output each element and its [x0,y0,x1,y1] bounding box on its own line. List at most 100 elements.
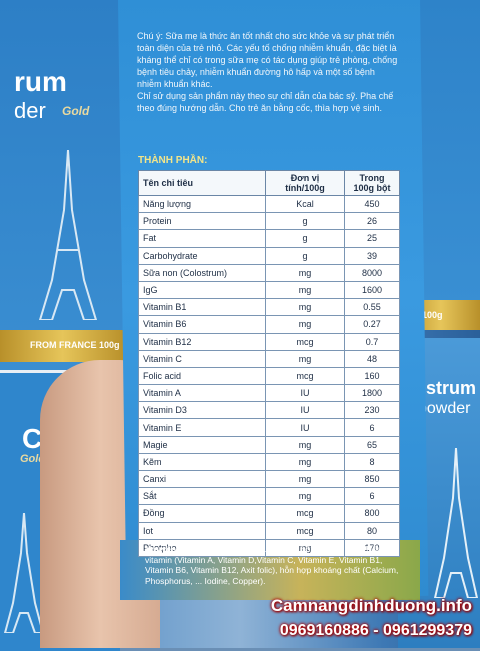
cell-name: Vitamin C [138,349,266,368]
left-bottom-gold: Gold [20,453,46,465]
composition-table: Tên chỉ tiêu Đơn vị tính/100g Trong 100g… [138,170,400,557]
cell-unit: mcg [265,521,345,540]
table-row: Đồng mcg 800 [138,504,400,523]
cell-unit: mcg [265,504,345,523]
cell-amount: 170 [344,538,400,557]
cell-amount: 0.7 [344,332,400,351]
table-row: Magie mg 65 [138,435,400,454]
cell-unit: IU [265,384,345,403]
table-row: Canxi mg 850 [138,469,400,489]
left-box-gold-strip: FROM FRANCE 100g [0,330,125,362]
cell-name: Sữa non (Colostrum) [138,263,266,282]
cell-name: Vitamin B12 [138,332,266,351]
cell-name: Đồng [138,504,266,523]
table-row: Vitamin E IU 6 [138,418,400,437]
right-bottom-brand: lostrum [410,378,477,398]
table-row: Sữa non (Colostrum) mg 8000 [138,263,400,282]
table-row: Carbohydrate g 39 [138,246,400,265]
cell-unit: IU [265,401,345,420]
warning-text: Chú ý: Sữa mẹ là thức ăn tốt nhất cho sứ… [137,31,398,89]
table-row: Vitamin D3 IU 230 [138,401,400,420]
table-row: Iot mcg 80 [138,521,400,540]
cell-unit: mg [265,435,345,454]
cell-name: Kẽm [138,452,266,472]
cell-name: IgG [138,280,266,300]
watermark-phones: 0969160886 - 0961299379 [279,622,472,639]
cell-unit: mg [265,280,345,300]
left-strip-text: FROM FRANCE 100g [30,340,120,350]
cell-unit: g [265,229,345,248]
header-name: Tên chỉ tiêu [138,170,266,196]
table-row: Năng lượng Kcal 450 [138,194,400,214]
eiffel-tower-icon [38,150,98,320]
cell-unit: Kcal [265,194,345,214]
cell-amount: 160 [344,366,400,386]
cell-amount: 6 [344,418,400,437]
cell-amount: 8000 [344,263,400,282]
cell-amount: 65 [344,435,400,454]
cell-unit: g [265,212,345,231]
left-bottom-brand: C [22,423,43,454]
cell-name: Vitamin A [138,384,266,403]
cell-amount: 80 [344,521,400,540]
table-row: IgG mg 1600 [138,280,400,300]
eiffel-tower-icon [434,448,478,598]
cell-name: Canxi [138,469,266,489]
cell-amount: 1800 [344,384,400,403]
cell-name: Vitamin E [138,418,266,437]
left-box-brand: rum [14,66,67,97]
cell-name: Fat [138,229,266,248]
cell-amount: 8 [344,452,400,472]
table-row: Kẽm mg 8 [138,452,400,472]
cell-amount: 800 [344,504,400,523]
cell-unit: mg [265,263,345,282]
cell-name: Iot [138,521,266,540]
header-amount: Trong 100g bột [344,170,400,196]
cell-amount: 26 [344,212,400,231]
cell-name: Vitamin D3 [138,401,266,420]
table-row: Vitamin B1 mg 0.55 [138,298,400,317]
warning-note: Chú ý: Sữa mẹ là thức ăn tốt nhất cho sứ… [137,30,399,114]
ingredients-label: Nguyên liệu: [145,544,197,554]
cell-unit: g [265,246,345,265]
cell-amount: 1600 [344,280,400,300]
eiffel-tower-icon [4,513,44,633]
watermark-site: Camnangdinhduong.info [270,596,472,615]
cell-amount: 230 [344,401,400,420]
table-row: Fat g 25 [138,229,400,248]
cell-amount: 25 [344,229,400,248]
table-header-row: Tên chỉ tiêu Đơn vị tính/100g Trong 100g… [138,170,400,196]
table-row: Vitamin A IU 1800 [138,384,400,403]
cell-amount: 0.27 [344,315,400,334]
cell-unit: IU [265,418,345,437]
cell-unit: mg [265,452,345,472]
cell-amount: 6 [344,487,400,506]
cell-amount: 850 [344,469,400,489]
cell-amount: 39 [344,246,400,265]
cell-name: Vitamin B6 [138,315,266,334]
header-unit: Đơn vị tính/100g [265,170,345,196]
cell-unit: mcg [265,332,345,351]
table-row: Vitamin B6 mg 0.27 [138,315,400,334]
cell-amount: 0.55 [344,298,400,317]
table-row: Folic acid mcg 160 [138,366,400,386]
cell-name: Carbohydrate [138,246,266,265]
cell-name: Vitamin B1 [138,298,266,317]
cell-name: Folic acid [138,366,266,386]
cell-unit: mg [265,349,345,368]
usage-text: Chỉ sử dụng sản phẩm này theo sự chỉ dẫn… [137,91,394,113]
cell-amount: 48 [344,349,400,368]
table-row: Vitamin B12 mcg 0.7 [138,332,400,351]
ingredients-text: Sữa non (Colostrum), Sữa bột nguyên kem,… [145,544,400,586]
right-bottom-subbrand: powder [418,400,471,417]
cell-unit: mcg [265,366,345,386]
ingredients: Nguyên liệu: Sữa non (Colostrum), Sữa bộ… [145,544,410,586]
composition-heading: THÀNH PHẦN: [138,155,208,166]
table-row: Sắt mg 6 [138,487,400,506]
right-box-weight: 100g [422,310,443,320]
cell-unit: mg [265,315,345,334]
cell-amount: 450 [344,194,400,214]
table-row: Protein g 26 [138,212,400,231]
cell-name: Magie [138,435,266,454]
cell-name: Sắt [138,487,266,506]
